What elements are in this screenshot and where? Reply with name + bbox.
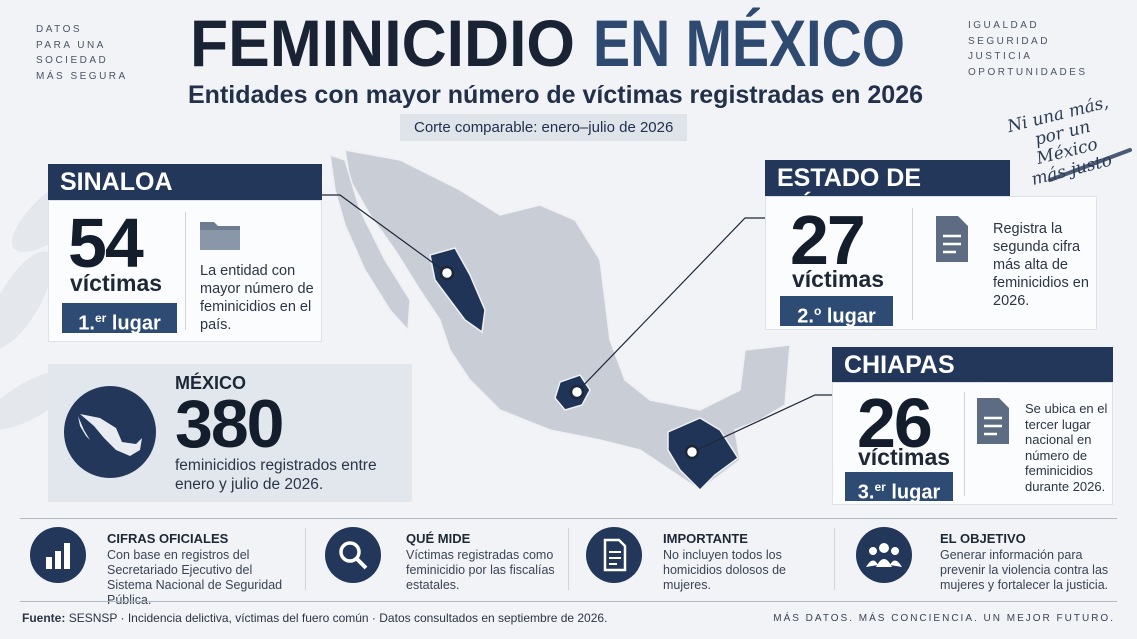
title-part1: FEMINICIDIO xyxy=(190,6,575,80)
national-total: 380 xyxy=(175,386,284,462)
rank-number: 3. xyxy=(857,481,875,504)
rank-word: lugar xyxy=(826,305,876,328)
rank-suffix: o xyxy=(813,304,822,318)
folder-icon xyxy=(200,222,240,250)
leader-lines xyxy=(322,194,832,453)
search-icon xyxy=(325,527,381,583)
divider xyxy=(964,392,965,496)
note-text: Generar información para prevenir la vio… xyxy=(940,548,1109,592)
state-description: La entidad con mayor número de feminicid… xyxy=(200,263,314,333)
note-text: No incluyen todos los homicidios dolosos… xyxy=(663,548,786,592)
corner-line: SEGURIDAD xyxy=(968,35,1050,47)
people-icon xyxy=(856,527,912,583)
note-text: Con base en registros del Secretariado E… xyxy=(107,548,283,607)
state-name: SINALOA xyxy=(48,164,322,200)
corner-line: PARA UNA xyxy=(36,39,106,51)
mexico-icon xyxy=(64,386,156,478)
state-count: 27 xyxy=(790,201,866,279)
state-count: 26 xyxy=(857,384,933,462)
period: Corte comparable: enero–julio de 2026 xyxy=(400,114,688,141)
divider xyxy=(185,212,186,330)
rank-number: 2. xyxy=(797,305,814,328)
divider xyxy=(305,528,306,590)
corner-line: IGUALDAD xyxy=(968,20,1040,31)
source: Fuente: SESNSP · Incidencia delictiva, v… xyxy=(22,611,607,625)
state-description: Se ubica en el tercer lugar nacional en … xyxy=(1025,401,1108,494)
rank-pill: 1.er lugar xyxy=(62,303,177,335)
corner-left: DATOS PARA UNA SOCIEDAD MÁS SEGURA xyxy=(36,22,128,84)
state-unit: víctimas xyxy=(792,266,885,292)
corner-line: MÁS SEGURA xyxy=(36,70,128,82)
rank-pill: 2.o lugar xyxy=(780,296,893,328)
state-unit: víctimas xyxy=(70,270,163,296)
document-icon xyxy=(977,398,1009,444)
corner-line: SOCIEDAD xyxy=(36,55,109,66)
divider xyxy=(568,528,569,590)
state-unit: víctimas xyxy=(858,444,951,470)
slogan-stroke xyxy=(1048,148,1132,182)
map-markers xyxy=(439,265,700,460)
corner-line: OPORTUNIDADES xyxy=(968,66,1088,78)
divider xyxy=(834,528,835,590)
source-label: Fuente: xyxy=(22,611,66,625)
tagline: MÁS DATOS. MÁS CONCIENCIA. UN MEJOR FUTU… xyxy=(773,613,1115,624)
rank-suffix: er xyxy=(94,311,107,325)
title-part2: EN MÉXICO xyxy=(593,6,905,80)
state-count: 54 xyxy=(68,204,144,282)
subtitle: Entidades con mayor número de víctimas r… xyxy=(188,81,924,109)
note-title: EL OBJETIVO xyxy=(940,531,1026,546)
state-name: ESTADO DE MÉXICO xyxy=(765,160,1010,220)
rank-pill: 3.er lugar xyxy=(845,472,953,504)
corner-line: JUSTICIA xyxy=(968,51,1033,62)
chart-icon xyxy=(30,527,86,583)
source-text: SESNSP · Incidencia delictiva, víctimas … xyxy=(68,611,608,625)
rank-word: lugar xyxy=(891,481,941,504)
national-description: feminicidios registrados entre enero y j… xyxy=(175,457,377,493)
document-icon xyxy=(936,216,968,262)
state-description: Registra la segunda cifra más alta de fe… xyxy=(993,221,1089,309)
corner-line: DATOS xyxy=(36,24,83,35)
rank-suffix: er xyxy=(874,480,886,494)
note-title: CIFRAS OFICIALES xyxy=(107,531,229,546)
state-name: CHIAPAS xyxy=(832,347,1113,383)
rank-number: 1. xyxy=(78,312,95,335)
document-icon xyxy=(586,527,642,583)
rule xyxy=(20,601,1117,602)
rule xyxy=(20,518,1117,519)
note-title: IMPORTANTE xyxy=(663,531,748,546)
national-label: MÉXICO xyxy=(175,373,247,393)
rank-word: lugar xyxy=(111,312,161,335)
note-text: Víctimas registradas como feminicidio po… xyxy=(406,548,555,592)
corner-right: IGUALDAD SEGURIDAD JUSTICIA OPORTUNIDADE… xyxy=(968,18,1088,80)
divider xyxy=(912,208,913,320)
note-title: QUÉ MIDE xyxy=(406,531,471,546)
